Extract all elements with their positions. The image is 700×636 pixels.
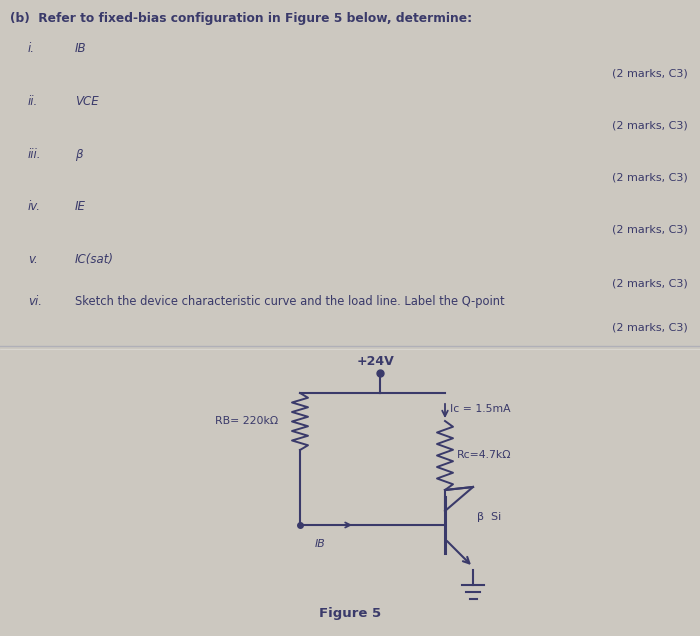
- Text: +24V: +24V: [356, 355, 394, 368]
- Text: (2 marks, C3): (2 marks, C3): [612, 173, 688, 183]
- Text: VCE: VCE: [75, 95, 99, 108]
- Text: (2 marks, C3): (2 marks, C3): [612, 278, 688, 288]
- Text: (2 marks, C3): (2 marks, C3): [612, 225, 688, 235]
- Text: (b)  Refer to fixed-bias configuration in Figure 5 below, determine:: (b) Refer to fixed-bias configuration in…: [10, 12, 472, 25]
- Text: (2 marks, C3): (2 marks, C3): [612, 323, 688, 333]
- Text: (2 marks, C3): (2 marks, C3): [612, 68, 688, 78]
- Text: β  Si: β Si: [477, 512, 501, 522]
- Text: (2 marks, C3): (2 marks, C3): [612, 120, 688, 130]
- Text: IB: IB: [315, 539, 326, 549]
- Text: Rc=4.7kΩ: Rc=4.7kΩ: [457, 450, 512, 460]
- Text: RB= 220kΩ: RB= 220kΩ: [215, 417, 278, 427]
- Text: vi.: vi.: [28, 295, 42, 308]
- Text: i.: i.: [28, 42, 35, 55]
- Text: Figure 5: Figure 5: [319, 607, 381, 620]
- Text: Ic = 1.5mA: Ic = 1.5mA: [450, 404, 510, 414]
- Text: β: β: [75, 148, 83, 161]
- Text: IC(sat): IC(sat): [75, 253, 114, 266]
- Text: v.: v.: [28, 253, 38, 266]
- Text: iii.: iii.: [28, 148, 41, 161]
- Text: Sketch the device characteristic curve and the load line. Label the Q-point: Sketch the device characteristic curve a…: [75, 295, 505, 308]
- Text: iv.: iv.: [28, 200, 41, 213]
- Text: ii.: ii.: [28, 95, 38, 108]
- Text: IB: IB: [75, 42, 87, 55]
- Text: IE: IE: [75, 200, 86, 213]
